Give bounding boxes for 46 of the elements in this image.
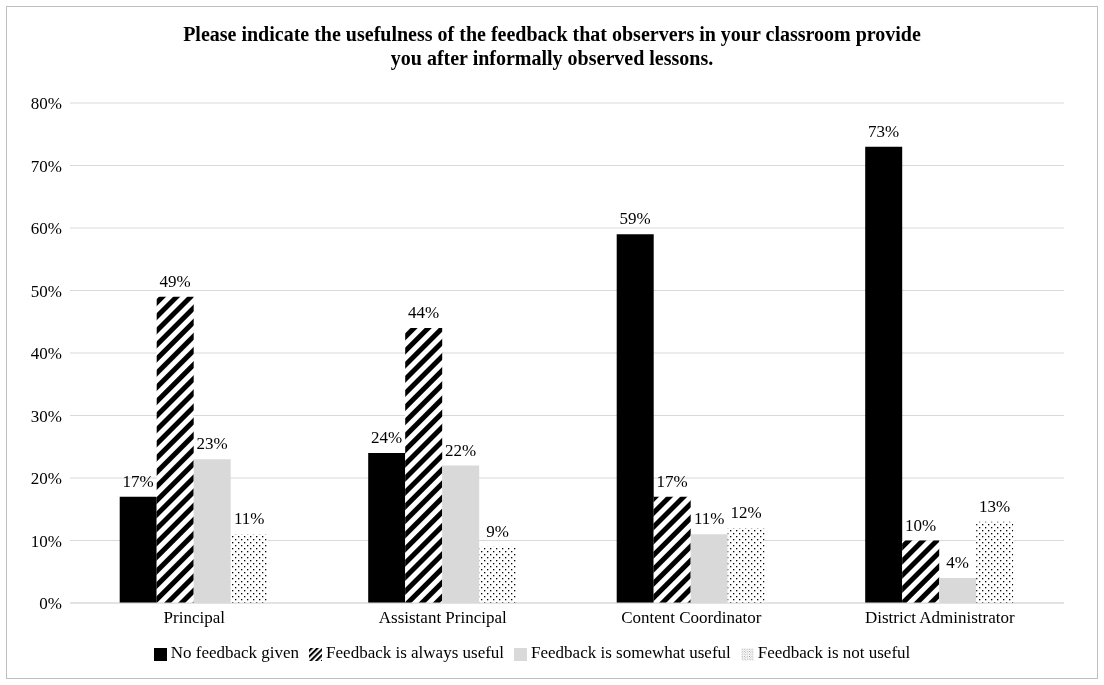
y-tick-label: 0% — [39, 594, 62, 614]
bar — [405, 328, 443, 603]
x-tick-label: Content Coordinator — [621, 608, 762, 628]
data-label: 24% — [371, 428, 403, 447]
legend-label: No feedback given — [170, 643, 300, 662]
y-tick-label: 60% — [30, 219, 62, 239]
bar — [616, 234, 654, 603]
data-label: 23% — [196, 434, 228, 454]
legend-label: Feedback is always useful — [326, 643, 505, 662]
data-label: 4% — [946, 553, 970, 572]
data-label: 11% — [233, 509, 265, 529]
data-label: 59% — [619, 209, 651, 229]
data-label: 9% — [486, 521, 510, 541]
legend-label: Feedback is somewhat useful — [531, 643, 731, 662]
x-tick-label: Assistant Principal — [378, 608, 508, 628]
y-tick-label: 50% — [30, 281, 62, 301]
bar — [479, 546, 517, 603]
bar — [119, 496, 157, 603]
legend-label: Feedback is not useful — [757, 643, 911, 662]
data-label: 12% — [730, 503, 762, 522]
bar — [653, 496, 691, 603]
bar — [156, 296, 194, 603]
y-tick-label: 10% — [30, 531, 62, 551]
data-label: 17% — [656, 471, 688, 491]
bar — [230, 534, 268, 603]
data-label: 11% — [693, 509, 725, 529]
x-tick-label: District Administrator — [864, 608, 1015, 628]
x-tick-label: Principal — [163, 608, 226, 628]
bar — [727, 528, 765, 603]
data-label: 49% — [159, 271, 191, 291]
data-label: 73% — [868, 121, 900, 141]
bar — [865, 146, 903, 603]
data-label: 22% — [445, 440, 477, 460]
chart-title: Please indicate the usefulness of the feedback that observers in your classroom provide you after informally observed lessons. — [182, 22, 922, 70]
bar — [902, 540, 940, 603]
data-label: 44% — [408, 303, 440, 322]
y-tick-label: 80% — [30, 94, 62, 114]
bar — [976, 521, 1014, 603]
y-tick-label: 40% — [30, 344, 62, 364]
y-tick-label: 30% — [30, 406, 62, 426]
y-tick-label: 20% — [30, 469, 62, 489]
bar — [368, 453, 406, 603]
data-label: 13% — [979, 496, 1011, 516]
y-tick-label: 70% — [30, 156, 62, 176]
data-label: 17% — [122, 471, 154, 491]
data-label: 10% — [905, 515, 937, 535]
